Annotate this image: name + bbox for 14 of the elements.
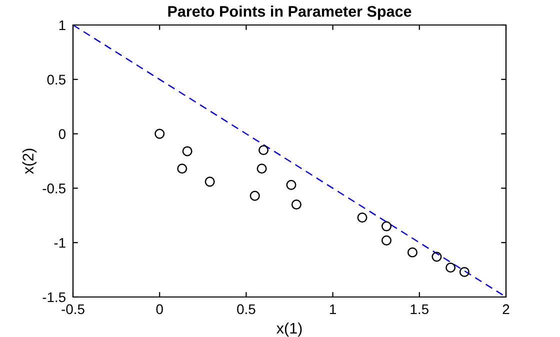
y-tick-label: 0 [58,129,66,139]
y-tick-label: -1.5 [42,292,66,302]
y-axis-title: x(2) [22,148,37,174]
x-tick-label: 2 [502,304,510,314]
y-tick-label: -1 [54,238,66,248]
x-axis-title: x(1) [276,322,302,337]
x-tick-label: 1.5 [410,304,428,314]
y-tick-label: 1 [59,20,66,30]
x-tick-label: 0 [156,304,163,314]
y-tick-label: 0.5 [47,74,66,85]
y-tick-label: -0.5 [42,184,66,194]
chart-title: Pareto Points in Parameter Space [168,6,412,20]
x-tick-label: 0.5 [237,304,256,314]
x-tick-label: 1 [330,304,336,314]
